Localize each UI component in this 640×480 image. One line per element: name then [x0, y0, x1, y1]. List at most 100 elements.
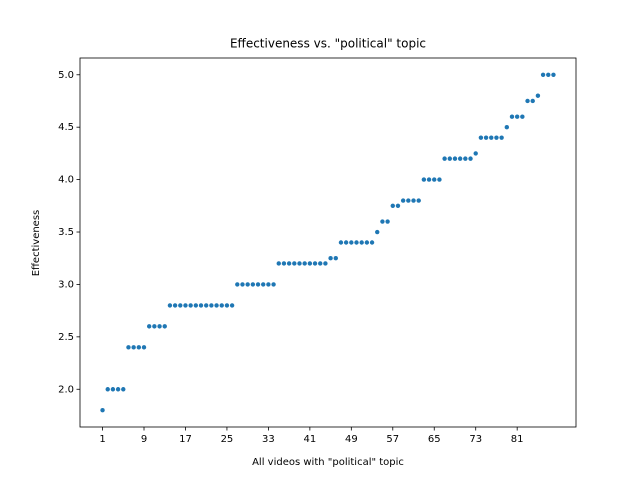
data-point [359, 240, 364, 245]
data-point [198, 303, 204, 308]
data-point [235, 282, 240, 287]
data-point [209, 303, 214, 308]
x-tick-label: 65 [428, 434, 441, 445]
y-tick-label: 5.0 [58, 70, 74, 81]
data-point [307, 261, 313, 266]
data-point [333, 256, 338, 261]
data-point [167, 303, 173, 308]
data-point [105, 387, 110, 392]
data-point [364, 240, 370, 245]
data-point [302, 261, 307, 266]
data-point [452, 156, 458, 161]
data-point [380, 219, 385, 224]
data-point [338, 240, 344, 245]
data-point [343, 240, 349, 245]
data-point [271, 282, 276, 287]
data-point [318, 261, 323, 266]
data-point [432, 177, 437, 182]
data-point [193, 303, 199, 308]
x-tick-label: 73 [469, 434, 482, 445]
data-point [312, 261, 318, 266]
x-tick-label: 81 [511, 434, 524, 445]
data-point [121, 387, 126, 392]
x-tick-label: 1 [99, 434, 105, 445]
data-point [131, 345, 136, 350]
data-point [463, 156, 468, 161]
data-point [110, 387, 116, 392]
data-point [421, 177, 427, 182]
data-point [426, 177, 432, 182]
data-point [323, 261, 328, 266]
data-point [535, 93, 541, 98]
data-point [297, 261, 302, 266]
data-point [328, 256, 333, 261]
data-point [499, 135, 504, 140]
data-point [204, 303, 209, 308]
y-tick-label: 3.5 [58, 227, 74, 238]
data-point [375, 229, 380, 235]
chart-title: Effectiveness vs. "political" topic [230, 37, 426, 51]
data-point [520, 114, 525, 119]
x-tick-label: 17 [179, 434, 192, 445]
data-point [489, 135, 494, 140]
data-point [530, 98, 535, 104]
data-point [126, 345, 131, 350]
y-axis-label: Effectiveness [31, 210, 42, 277]
y-tick-label: 2.0 [58, 384, 74, 395]
x-tick-label: 9 [141, 434, 147, 445]
data-point [546, 72, 551, 77]
data-point [136, 345, 142, 350]
data-point [525, 98, 530, 104]
data-point [416, 198, 421, 203]
y-tick-label: 4.5 [58, 122, 74, 133]
data-point [354, 240, 359, 245]
y-tick-label: 4.0 [58, 175, 74, 186]
data-point [115, 387, 121, 392]
x-tick-label: 41 [303, 434, 316, 445]
x-tick-label: 33 [262, 434, 275, 445]
data-point [483, 135, 489, 140]
data-point [162, 324, 167, 329]
data-point [188, 303, 193, 308]
data-point [266, 282, 271, 287]
data-point [457, 156, 463, 161]
x-axis-label: All videos with "political" topic [252, 457, 404, 468]
data-point [447, 156, 452, 161]
data-point [240, 282, 245, 287]
data-point [255, 282, 261, 287]
data-point [219, 303, 224, 308]
data-point [261, 282, 266, 287]
data-point [437, 177, 442, 182]
data-point [478, 135, 484, 140]
data-point [411, 198, 416, 203]
data-point [178, 303, 183, 308]
data-point [245, 282, 250, 287]
data-point [172, 303, 178, 308]
data-point [286, 261, 292, 266]
data-point [390, 203, 395, 209]
data-point [157, 324, 162, 329]
data-point [468, 156, 473, 161]
data-point [473, 151, 478, 156]
data-point [146, 324, 152, 329]
data-point [141, 345, 147, 350]
data-point [395, 203, 401, 209]
data-point [385, 219, 390, 224]
data-point [509, 114, 515, 119]
y-tick-label: 3.0 [58, 279, 74, 290]
data-point [281, 261, 287, 266]
data-point [540, 72, 546, 77]
data-point [504, 124, 510, 130]
data-point [183, 303, 188, 308]
data-point [494, 135, 499, 140]
data-point [406, 198, 411, 203]
data-point [349, 240, 354, 245]
plot-frame [79, 57, 577, 428]
data-point [100, 408, 105, 413]
y-tick-label: 2.5 [58, 332, 74, 343]
data-point [152, 324, 157, 329]
data-point [514, 114, 520, 119]
data-point [551, 72, 556, 77]
data-point [250, 282, 256, 287]
